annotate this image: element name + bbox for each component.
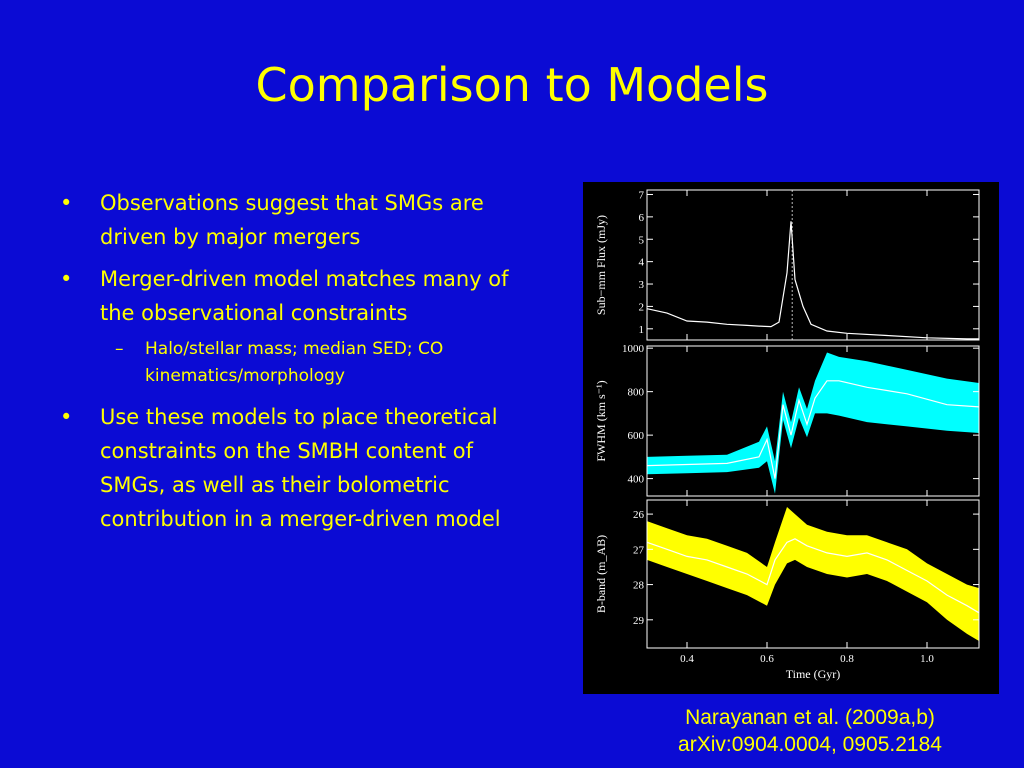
bullet-dot-icon: •	[60, 267, 73, 291]
fwhm-median-line	[646, 380, 980, 479]
bullet-dot-icon: •	[60, 191, 73, 215]
bullet-item: • Use these models to place theoretical …	[60, 400, 510, 536]
bullet-list: • Observations suggest that SMGs are dri…	[60, 186, 510, 544]
citation-line-2: arXiv:0904.0004, 0905.2184	[678, 733, 942, 756]
y-tick-label: 1	[639, 324, 645, 336]
x-axis-label: Time (Gyr)	[786, 667, 841, 681]
citation-line-1: Narayanan et al. (2009a,b)	[685, 706, 935, 729]
y-tick-label: 5	[639, 234, 645, 246]
y-axis-label: FWHM (km s⁻¹)	[594, 380, 608, 461]
submm-flux-line	[646, 221, 979, 340]
y-tick-label: 27	[633, 544, 645, 556]
x-tick-label: 0.4	[680, 653, 694, 665]
bband-band	[647, 507, 979, 641]
y-tick-label: 28	[633, 580, 645, 592]
y-axis-label: Sub−mm Flux (mJy)	[594, 215, 608, 315]
y-tick-label: 4	[639, 257, 645, 269]
x-tick-label: 0.6	[760, 653, 774, 665]
bullet-item: • Observations suggest that SMGs are dri…	[60, 186, 510, 254]
bband-frame	[646, 499, 980, 649]
y-tick-label: 1000	[622, 343, 645, 355]
y-axis-label: B-band (m_AB)	[594, 535, 608, 613]
y-tick-label: 6	[639, 212, 645, 224]
bullet-dash-icon: –	[115, 339, 124, 359]
y-tick-label: 26	[633, 509, 645, 521]
sub-bullet-item: – Halo/stellar mass; median SED; CO kine…	[60, 336, 510, 390]
model-plot-panel: 1 2 3 4 5 6 7 Sub−mm Flux (mJy) 400 600 800 1000 FWH…	[583, 182, 999, 694]
x-tick-label: 1.0	[920, 653, 934, 665]
y-tick-label: 2	[639, 301, 645, 313]
fwhm-frame	[646, 345, 980, 497]
bullet-text: Use these models to place theoretical co…	[100, 405, 501, 531]
model-plot-svg: 1 2 3 4 5 6 7 Sub−mm Flux (mJy) 400 600 800 1000 FWH…	[594, 189, 980, 681]
y-tick-label: 29	[633, 615, 645, 627]
y-tick-label: 7	[639, 189, 645, 201]
submm-flux-frame	[646, 189, 980, 341]
y-tick-label: 3	[639, 279, 645, 291]
citation: Narayanan et al. (2009a,b) arXiv:0904.00…	[600, 704, 1020, 758]
sub-bullet-text: Halo/stellar mass; median SED; CO kinema…	[145, 339, 444, 386]
bullet-dot-icon: •	[60, 405, 73, 429]
y-tick-label: 400	[628, 474, 645, 486]
bband-median-line	[646, 538, 980, 614]
bullet-item: • Merger-driven model matches many of th…	[60, 262, 510, 330]
fwhm-band	[647, 352, 979, 494]
bullet-text: Observations suggest that SMGs are drive…	[100, 191, 484, 249]
bullet-text: Merger-driven model matches many of the …	[100, 267, 509, 325]
y-tick-label: 600	[628, 430, 645, 442]
x-tick-label: 0.8	[840, 653, 854, 665]
y-tick-label: 800	[628, 387, 645, 399]
slide-title: Comparison to Models	[255, 58, 769, 112]
